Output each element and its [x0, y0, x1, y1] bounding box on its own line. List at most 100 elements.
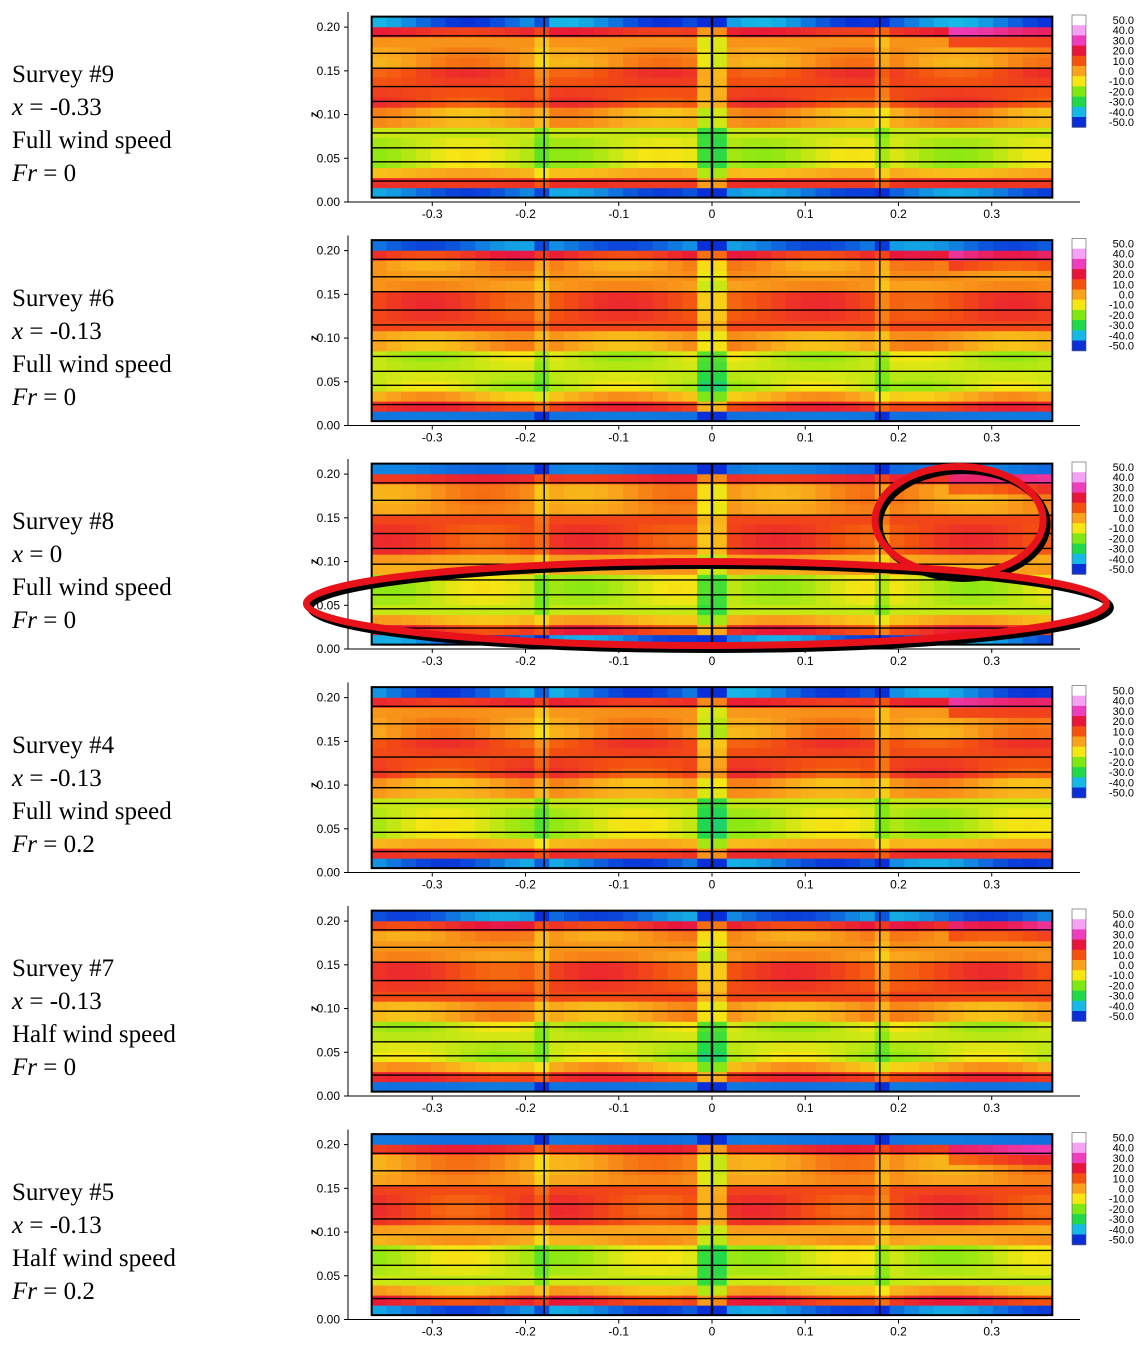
heatmap-cell — [475, 240, 490, 251]
heatmap-cell — [682, 941, 697, 952]
heatmap-cell — [682, 87, 697, 98]
heatmap-cell — [416, 1072, 431, 1083]
heatmap-cell — [401, 594, 416, 605]
heatmap-cell — [416, 57, 431, 68]
heatmap-cell — [949, 838, 964, 849]
heatmap-cell — [579, 758, 594, 769]
heatmap-cell — [875, 401, 890, 412]
heatmap-cell — [446, 544, 461, 555]
heatmap-cell — [816, 534, 831, 545]
heatmap-cell — [431, 788, 446, 799]
heatmap-cell — [964, 788, 979, 799]
heatmap-cell — [993, 614, 1008, 625]
heatmap-cell — [564, 1051, 579, 1062]
heatmap-cell — [490, 341, 505, 352]
heatmap-cell — [934, 494, 949, 505]
heatmap-cell — [830, 321, 845, 332]
heatmap-cell — [564, 97, 579, 108]
heatmap-cell — [801, 544, 816, 555]
heatmap-cell — [742, 1031, 757, 1042]
heatmap-cell — [623, 1205, 638, 1216]
heatmap-cell — [475, 717, 490, 728]
heatmap-cell — [505, 1225, 520, 1236]
heatmap-cell — [475, 848, 490, 859]
heatmap-cell — [904, 991, 919, 1002]
heatmap-cell — [372, 57, 387, 68]
colorbar-swatch — [1072, 788, 1086, 799]
heatmap-cell — [993, 707, 1008, 718]
heatmap-cell — [727, 717, 742, 728]
heatmap-cell — [653, 941, 668, 952]
heatmap-cell — [638, 1134, 653, 1145]
heatmap-cell — [623, 687, 638, 698]
heatmap-cell — [1038, 240, 1053, 251]
x-tick-label: 0.1 — [797, 878, 814, 892]
heatmap-cell — [505, 484, 520, 495]
heatmap-cell — [993, 1061, 1008, 1072]
heatmap-cell — [594, 97, 609, 108]
heatmap-cell — [830, 1051, 845, 1062]
x-tick-label: -0.3 — [422, 1101, 443, 1115]
heatmap-cell — [949, 331, 964, 342]
heatmap-cell — [549, 17, 564, 28]
x-tick-label: 0 — [709, 1101, 716, 1115]
heatmap-cell — [875, 768, 890, 779]
heatmap-cell — [401, 768, 416, 779]
heatmap-cell — [534, 87, 549, 98]
heatmap-cell — [949, 614, 964, 625]
heatmap-cell — [564, 614, 579, 625]
heatmap-cell — [564, 838, 579, 849]
heatmap-cell — [934, 137, 949, 148]
heatmap-cell — [386, 401, 401, 412]
heatmap-cell — [756, 381, 771, 392]
heatmap-cell — [697, 1265, 712, 1276]
heatmap-cell — [712, 768, 727, 779]
heatmap-cell — [564, 311, 579, 322]
heatmap-cell — [668, 1154, 683, 1165]
heatmap-cell — [1023, 401, 1038, 412]
heatmap-cell — [904, 178, 919, 189]
heatmap-cell — [727, 391, 742, 402]
heatmap-cell — [904, 838, 919, 849]
heatmap-cell — [860, 178, 875, 189]
heatmap-cell — [860, 584, 875, 595]
heatmap-cell — [771, 147, 786, 158]
heatmap-cell — [372, 707, 387, 718]
heatmap-cell — [668, 717, 683, 728]
heatmap-cell — [978, 167, 993, 178]
heatmap-cell — [964, 341, 979, 352]
heatmap-cell — [623, 788, 638, 799]
heatmap-cell — [830, 604, 845, 615]
heatmap-cell — [386, 687, 401, 698]
colorbar-swatch — [1072, 980, 1086, 991]
heatmap-cell — [949, 494, 964, 505]
heatmap-cell — [372, 981, 387, 992]
heatmap-cell — [771, 341, 786, 352]
heatmap-cell — [697, 484, 712, 495]
heatmap-cell — [638, 157, 653, 168]
heatmap-cell — [830, 727, 845, 738]
heatmap-cell — [756, 1205, 771, 1216]
heatmap-cell — [742, 167, 757, 178]
heatmap-cell — [890, 848, 905, 859]
heatmap-cell — [386, 1235, 401, 1246]
heatmap-cell — [1038, 594, 1053, 605]
heatmap-cell — [668, 137, 683, 148]
x-tick-label: 0.3 — [983, 878, 1000, 892]
heatmap-cell — [816, 504, 831, 515]
heatmap-cell — [653, 57, 668, 68]
heatmap-cell — [534, 47, 549, 58]
heatmap-cell — [682, 717, 697, 728]
heatmap-cell — [668, 1072, 683, 1083]
heatmap-cell — [549, 808, 564, 819]
heatmap-cell — [579, 270, 594, 281]
heatmap-cell — [446, 1174, 461, 1185]
heatmap-cell — [401, 1072, 416, 1083]
heatmap-cell — [534, 584, 549, 595]
heatmap-cell — [801, 828, 816, 839]
heatmap-cell — [446, 1164, 461, 1175]
colorbar-swatch — [1072, 249, 1086, 260]
heatmap-cell — [890, 594, 905, 605]
heatmap-cell — [520, 544, 535, 555]
heatmap-cell — [564, 37, 579, 48]
